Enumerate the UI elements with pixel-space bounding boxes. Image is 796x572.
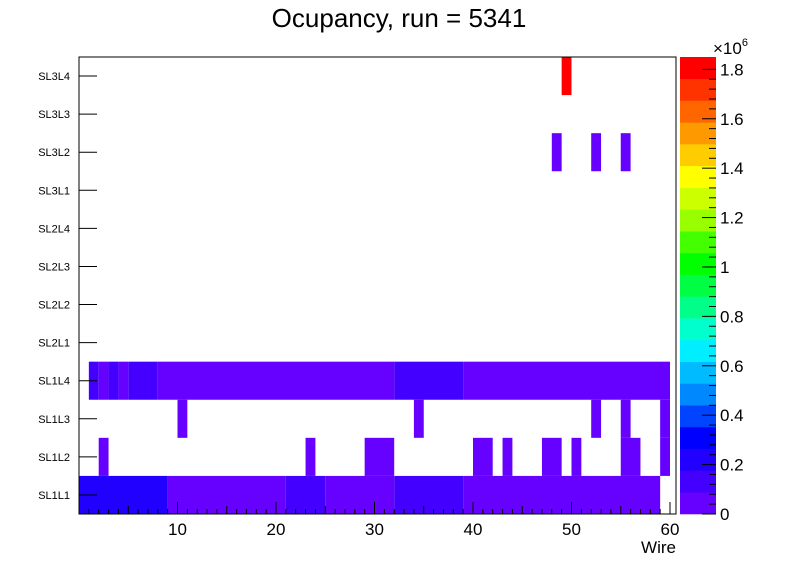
colorbar-band bbox=[680, 492, 716, 515]
y-tick-label-sl1l4: SL1L4 bbox=[38, 376, 70, 388]
colorbar-band bbox=[680, 100, 716, 123]
heatmap-cell-sl1l3-16 bbox=[413, 399, 424, 438]
colorbar-tick-label: 1.2 bbox=[720, 209, 744, 228]
y-tick-label-sl1l3: SL1L3 bbox=[38, 414, 70, 426]
x-axis-label: Wire bbox=[641, 538, 676, 557]
heatmap-cell-sl1l2-8 bbox=[364, 437, 395, 476]
colorbar-band bbox=[680, 78, 716, 101]
heatmap-cell-sl1l2-7 bbox=[305, 437, 316, 476]
colorbar-tick-label: 1.6 bbox=[720, 110, 744, 129]
heatmap-cell-sl1l4-24 bbox=[128, 361, 158, 400]
y-tick-label-sl3l1: SL3L1 bbox=[38, 185, 70, 197]
colorbar-band bbox=[680, 57, 716, 80]
y-tick-label-sl1l2: SL1L2 bbox=[38, 452, 70, 464]
colorbar-band bbox=[680, 252, 716, 275]
colorbar-tick-label: 0 bbox=[720, 505, 729, 524]
chart-title: Ocupancy, run = 5341 bbox=[272, 3, 527, 33]
x-tick-label-40: 40 bbox=[464, 520, 483, 539]
colorbar-tick-label: 0.2 bbox=[720, 456, 744, 475]
plot-frame bbox=[78, 56, 677, 515]
colorbar-tick-label: 0.4 bbox=[720, 406, 744, 425]
heatmap-cell-sl1l3-15 bbox=[177, 399, 188, 438]
y-tick-label-sl2l1: SL2L1 bbox=[38, 338, 70, 350]
heatmap-cell-sl1l3-17 bbox=[591, 399, 602, 438]
heatmap-cell-sl3l4-31 bbox=[561, 57, 572, 96]
x-tick-label-20: 20 bbox=[267, 520, 286, 539]
x-tick-label-30: 30 bbox=[365, 520, 384, 539]
colorbar-tick-label: 1.8 bbox=[720, 60, 744, 79]
colorbar-band bbox=[680, 122, 716, 145]
heatmap-cell-sl1l1-4 bbox=[394, 475, 464, 514]
y-tick-label-sl3l2: SL3L2 bbox=[38, 147, 70, 159]
heatmap-cell-sl1l4-25 bbox=[157, 361, 395, 400]
x-tick-label-60: 60 bbox=[661, 520, 680, 539]
y-tick-label-sl2l4: SL2L4 bbox=[38, 223, 70, 235]
colorbar-multiplier-exponent: 6 bbox=[742, 37, 748, 49]
heatmap-cell-sl1l1-5 bbox=[463, 475, 661, 514]
heatmap-cell-sl1l2-12 bbox=[571, 437, 582, 476]
colorbar-band bbox=[680, 318, 716, 341]
colorbar-tick-label: 1 bbox=[720, 258, 729, 277]
heatmap-cell-sl1l3-18 bbox=[620, 399, 631, 438]
heatmap-cell-sl1l1-3 bbox=[325, 475, 395, 514]
colorbar-band bbox=[680, 426, 716, 450]
colorbar-band bbox=[680, 361, 716, 384]
heatmap-cell-sl1l2-14 bbox=[660, 437, 670, 476]
heatmap-cell-sl1l4-27 bbox=[463, 361, 670, 400]
heatmap-cell-sl1l4-26 bbox=[394, 361, 464, 400]
colorbar-tick-label: 0.6 bbox=[720, 357, 744, 376]
heatmap-cell-sl1l1-2 bbox=[285, 475, 326, 514]
y-tick-label-sl1l1: SL1L1 bbox=[38, 490, 70, 502]
y-tick-label-sl3l3: SL3L3 bbox=[38, 109, 70, 121]
heatmap-cell-sl1l2-10 bbox=[502, 437, 513, 476]
y-tick-label-sl2l2: SL2L2 bbox=[38, 300, 70, 312]
heatmap-cell-sl1l4-21 bbox=[98, 361, 109, 400]
colorbar-band bbox=[680, 383, 716, 406]
y-tick-label-sl3l4: SL3L4 bbox=[38, 71, 70, 83]
colorbar-band bbox=[680, 274, 716, 297]
colorbar-tick-label: 1.4 bbox=[720, 159, 744, 178]
heatmap-cell-sl1l4-23 bbox=[118, 361, 129, 400]
colorbar-band bbox=[680, 144, 716, 167]
colorbar-band bbox=[680, 165, 716, 188]
heatmap-cell-sl1l2-11 bbox=[541, 437, 562, 476]
colorbar-band bbox=[680, 209, 716, 232]
x-tick-label-10: 10 bbox=[168, 520, 187, 539]
heatmap-cells bbox=[79, 57, 670, 514]
x-axis: 10 20 30 40 50 60 bbox=[88, 502, 680, 539]
heatmap-cell-sl1l2-13 bbox=[620, 437, 641, 476]
heatmap-cell-sl3l2-30 bbox=[620, 133, 631, 172]
heatmap-cell-sl3l2-28 bbox=[551, 133, 562, 172]
heatmap-cell-sl3l2-29 bbox=[591, 133, 602, 172]
colorbar-multiplier-base: ×10 bbox=[713, 39, 742, 58]
y-tick-label-sl2l3: SL2L3 bbox=[38, 261, 70, 273]
colorbar-band bbox=[680, 296, 716, 319]
colorbar-band bbox=[680, 405, 716, 428]
colorbar-band bbox=[680, 470, 716, 493]
heatmap-cell-sl1l3-19 bbox=[660, 399, 670, 438]
heatmap-cell-sl1l4-22 bbox=[108, 361, 119, 400]
color-scale-bar: 0 0.2 0.4 0.6 0.8 1 1.2 1.4 1.6 1.8 bbox=[680, 57, 744, 524]
colorbar-band bbox=[680, 187, 716, 210]
heatmap-cell-sl1l2-9 bbox=[473, 437, 493, 476]
colorbar-band bbox=[680, 448, 716, 471]
y-axis: SL1L1 SL1L2 SL1L3 SL1L4 SL2L1 SL2L2 SL2L3 SL2L4… bbox=[38, 71, 97, 502]
colorbar-multiplier: ×106 bbox=[713, 37, 748, 58]
colorbar-tick-label: 0.8 bbox=[720, 307, 744, 326]
heatmap-cell-sl1l2-6 bbox=[98, 437, 109, 476]
colorbar-band bbox=[680, 339, 716, 362]
colorbar-band bbox=[680, 231, 716, 254]
x-tick-label-50: 50 bbox=[562, 520, 581, 539]
